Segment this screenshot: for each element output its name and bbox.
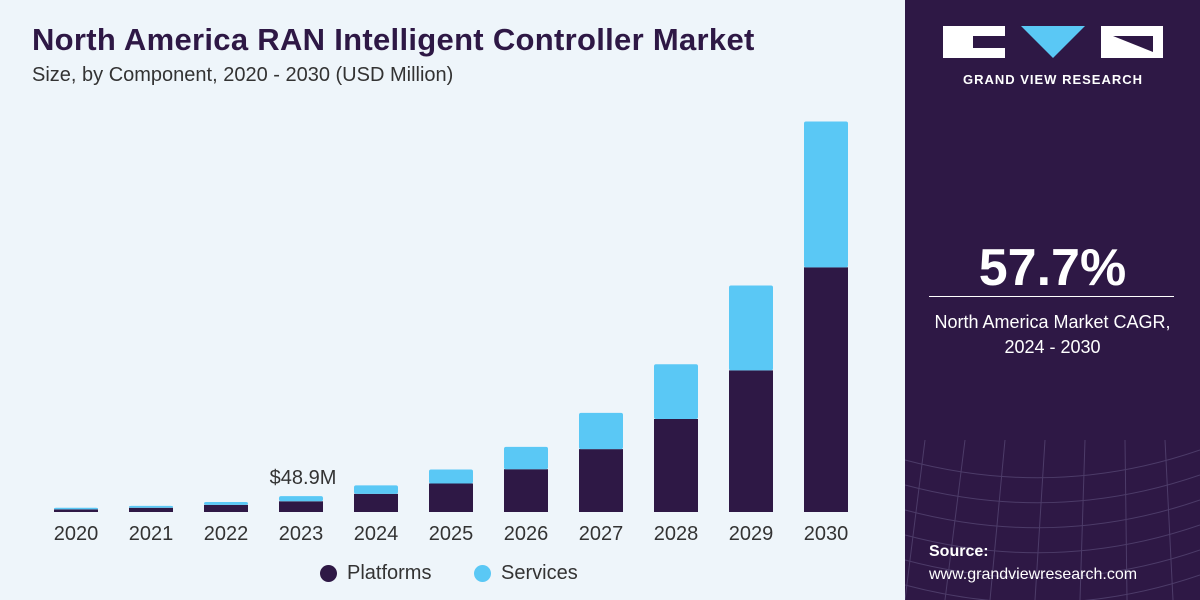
legend-swatch-services — [474, 565, 491, 582]
bar-platforms-2020 — [54, 509, 98, 512]
legend-item-services: Services — [474, 562, 578, 585]
source-url: www.grandviewresearch.com — [929, 566, 1138, 583]
x-tick-label-2024: 2024 — [354, 523, 399, 545]
legend-label-services: Services — [501, 562, 578, 584]
legend-swatch-platforms — [320, 565, 337, 582]
bar-services-2023 — [279, 496, 323, 502]
cagr-label-line2: 2024 - 2030 — [1004, 337, 1101, 357]
bar-platforms-2030 — [804, 267, 848, 512]
bar-platforms-2024 — [354, 493, 398, 512]
logo-text: GRAND VIEW RESEARCH — [962, 72, 1144, 87]
x-tick-label-2021: 2021 — [129, 523, 174, 545]
x-tick-label-2027: 2027 — [579, 523, 624, 545]
chart-legend: Platforms Services — [0, 562, 900, 588]
bar-services-2026 — [504, 446, 548, 470]
bar-services-2025 — [429, 469, 473, 484]
bar-services-2029 — [729, 285, 773, 371]
bar-platforms-2021 — [129, 507, 173, 512]
x-tick-label-2022: 2022 — [204, 523, 249, 545]
x-tick-label-2026: 2026 — [504, 523, 549, 545]
bar-platforms-2022 — [204, 504, 248, 512]
bar-platforms-2025 — [429, 483, 473, 512]
bar-services-2020 — [54, 507, 98, 510]
bar-platforms-2027 — [579, 449, 623, 512]
bar-services-2030 — [804, 121, 848, 268]
bar-platforms-2023 — [279, 501, 323, 512]
bar-platforms-2026 — [504, 469, 548, 512]
source-title: Source: — [929, 543, 989, 560]
cagr-value: 57.7% — [978, 239, 1127, 297]
logo-mark-icon — [943, 26, 1163, 58]
x-tick-label-2030: 2030 — [804, 523, 849, 545]
bar-platforms-2028 — [654, 418, 698, 512]
x-tick-label-2028: 2028 — [654, 523, 699, 545]
bar-services-2024 — [354, 485, 398, 494]
company-logo: GRAND VIEW RESEARCH — [943, 22, 1163, 87]
data-label-2023: $48.9M — [270, 467, 337, 489]
bar-services-2021 — [129, 505, 173, 508]
x-tick-label-2023: 2023 — [279, 523, 324, 545]
bar-services-2028 — [654, 364, 698, 419]
cagr-label-line1: North America Market CAGR, — [934, 312, 1171, 332]
x-tick-label-2020: 2020 — [54, 523, 99, 545]
sidebar-panel: GRAND VIEW RESEARCH 57.7% North America … — [905, 0, 1200, 600]
x-tick-label-2025: 2025 — [429, 523, 474, 545]
x-tick-label-2029: 2029 — [729, 523, 774, 545]
bar-services-2022 — [204, 501, 248, 505]
chart-subtitle: Size, by Component, 2020 - 2030 (USD Mil… — [32, 64, 454, 86]
bar-services-2027 — [579, 412, 623, 450]
cagr-label: North America Market CAGR, 2024 - 2030 — [905, 310, 1200, 360]
bar-platforms-2029 — [729, 370, 773, 512]
legend-label-platforms: Platforms — [347, 562, 432, 584]
bar-chart: 2020 2021 2022 2023 2024 2025 2026 2027 2028 2029… — [54, 121, 849, 545]
grid-floor-graphic — [905, 440, 1200, 600]
cagr-divider — [929, 296, 1174, 297]
chart-title: North America RAN Intelligent Controller… — [32, 22, 755, 57]
legend-item-platforms: Platforms — [320, 562, 431, 585]
